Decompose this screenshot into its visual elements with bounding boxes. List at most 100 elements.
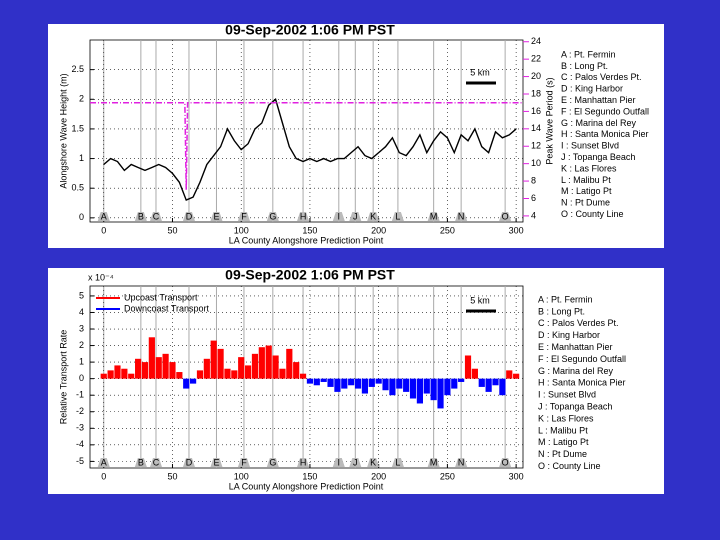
y-tick-label: 0	[79, 373, 84, 383]
point-letter: B	[138, 211, 144, 221]
point-letter: O	[502, 457, 509, 467]
point-legend-entry: C : Palos Verdes Pt.	[561, 72, 642, 82]
bar	[451, 378, 458, 389]
x-tick-label: 300	[509, 471, 524, 481]
bar	[231, 370, 238, 379]
point-marker	[332, 458, 345, 467]
y2-tick-label: 12	[531, 141, 541, 151]
bar	[354, 378, 362, 389]
point-letter: H	[300, 457, 307, 467]
y-tick-label: 1	[79, 153, 84, 163]
bar	[148, 337, 155, 379]
bar	[293, 362, 300, 379]
point-marker	[349, 458, 362, 467]
y-tick-label: 2.5	[71, 64, 84, 74]
point-legend-entry: M : Latigo Pt	[561, 186, 612, 196]
point-letter: E	[213, 457, 219, 467]
point-marker	[391, 212, 404, 221]
bar	[279, 368, 286, 379]
point-legend-entry: D : King Harbor	[538, 330, 600, 340]
point-legend-entry: N : Pt Dume	[561, 198, 610, 208]
point-marker	[455, 212, 468, 221]
point-legend-entry: J : Topanga Beach	[561, 152, 635, 162]
point-letter: A	[101, 457, 107, 467]
y2-tick-label: 22	[531, 54, 541, 64]
point-letter: M	[430, 211, 438, 221]
point-legend-entry: F : El Segundo Outfall	[561, 106, 649, 116]
y2-tick-label: 24	[531, 36, 541, 46]
point-legend-entry: E : Manhattan Pier	[561, 95, 636, 105]
point-legend-entry: M : Latigo Pt	[538, 437, 589, 447]
bar	[499, 378, 506, 396]
chart-title: 09-Sep-2002 1:06 PM PST	[225, 22, 395, 38]
y-tick-label: 1	[79, 356, 84, 366]
point-marker	[97, 212, 110, 221]
bar	[458, 378, 465, 382]
bar	[389, 378, 396, 396]
y-tick-label: -3	[76, 423, 84, 433]
point-letter: I	[338, 211, 341, 221]
point-letter: H	[300, 211, 307, 221]
bar	[396, 378, 403, 389]
y2-tick-label: 20	[531, 71, 541, 81]
point-letter: K	[370, 457, 376, 467]
x-tick-label: 200	[371, 225, 386, 235]
x-tick-label: 100	[234, 471, 249, 481]
y2-axis-label: Peak Wave Period (s)	[544, 77, 554, 164]
bar	[313, 378, 320, 386]
bar	[251, 353, 259, 379]
x-axis-label: LA County Alongshore Prediction Point	[229, 481, 384, 491]
x-tick-label: 250	[440, 225, 455, 235]
bar	[107, 370, 114, 379]
bar	[135, 358, 142, 379]
x-axis-label: LA County Alongshore Prediction Point	[229, 235, 384, 245]
bar	[437, 378, 444, 409]
bar	[100, 373, 107, 379]
point-marker	[455, 458, 468, 467]
bar	[224, 368, 231, 379]
point-letter: F	[241, 211, 247, 221]
point-letter: N	[458, 457, 465, 467]
point-marker	[427, 458, 440, 467]
bar	[423, 378, 430, 394]
point-letter: I	[338, 457, 341, 467]
x-tick-label: 50	[167, 225, 177, 235]
plot-area	[89, 285, 524, 469]
x-tick-label: 300	[509, 225, 524, 235]
point-legend-entry: L : Malibu Pt	[538, 425, 588, 435]
y-axis-label: Alongshore Wave Height (m)	[58, 73, 68, 188]
point-letter: J	[353, 211, 358, 221]
bar	[485, 378, 492, 392]
y-tick-label: 0	[79, 212, 84, 222]
x-tick-label: 50	[167, 471, 177, 481]
y-tick-label: 1.5	[71, 123, 84, 133]
bar	[409, 378, 417, 399]
x-tick-label: 250	[440, 471, 455, 481]
point-marker	[499, 458, 512, 467]
point-marker	[349, 212, 362, 221]
x-tick-label: 200	[371, 471, 386, 481]
point-legend-entry: B : Long Pt.	[538, 306, 585, 316]
bar	[464, 355, 472, 379]
y-tick-label: 2	[79, 94, 84, 104]
bar	[368, 378, 375, 387]
point-letter: L	[395, 211, 400, 221]
x-tick-label: 0	[101, 471, 106, 481]
x-tick-label: 150	[302, 225, 317, 235]
bar	[190, 378, 197, 384]
point-marker	[367, 212, 380, 221]
x-tick-label: 150	[302, 471, 317, 481]
bar	[444, 378, 451, 396]
y-tick-label: 2	[79, 340, 84, 350]
bar	[299, 373, 307, 379]
bar	[348, 378, 355, 386]
point-marker	[149, 458, 162, 467]
point-marker	[97, 458, 110, 467]
point-letter: B	[138, 457, 144, 467]
y-tick-label: -4	[76, 439, 84, 449]
bar	[244, 365, 252, 379]
legend-label: Downcoast Transport	[124, 303, 210, 313]
point-marker	[149, 212, 162, 221]
